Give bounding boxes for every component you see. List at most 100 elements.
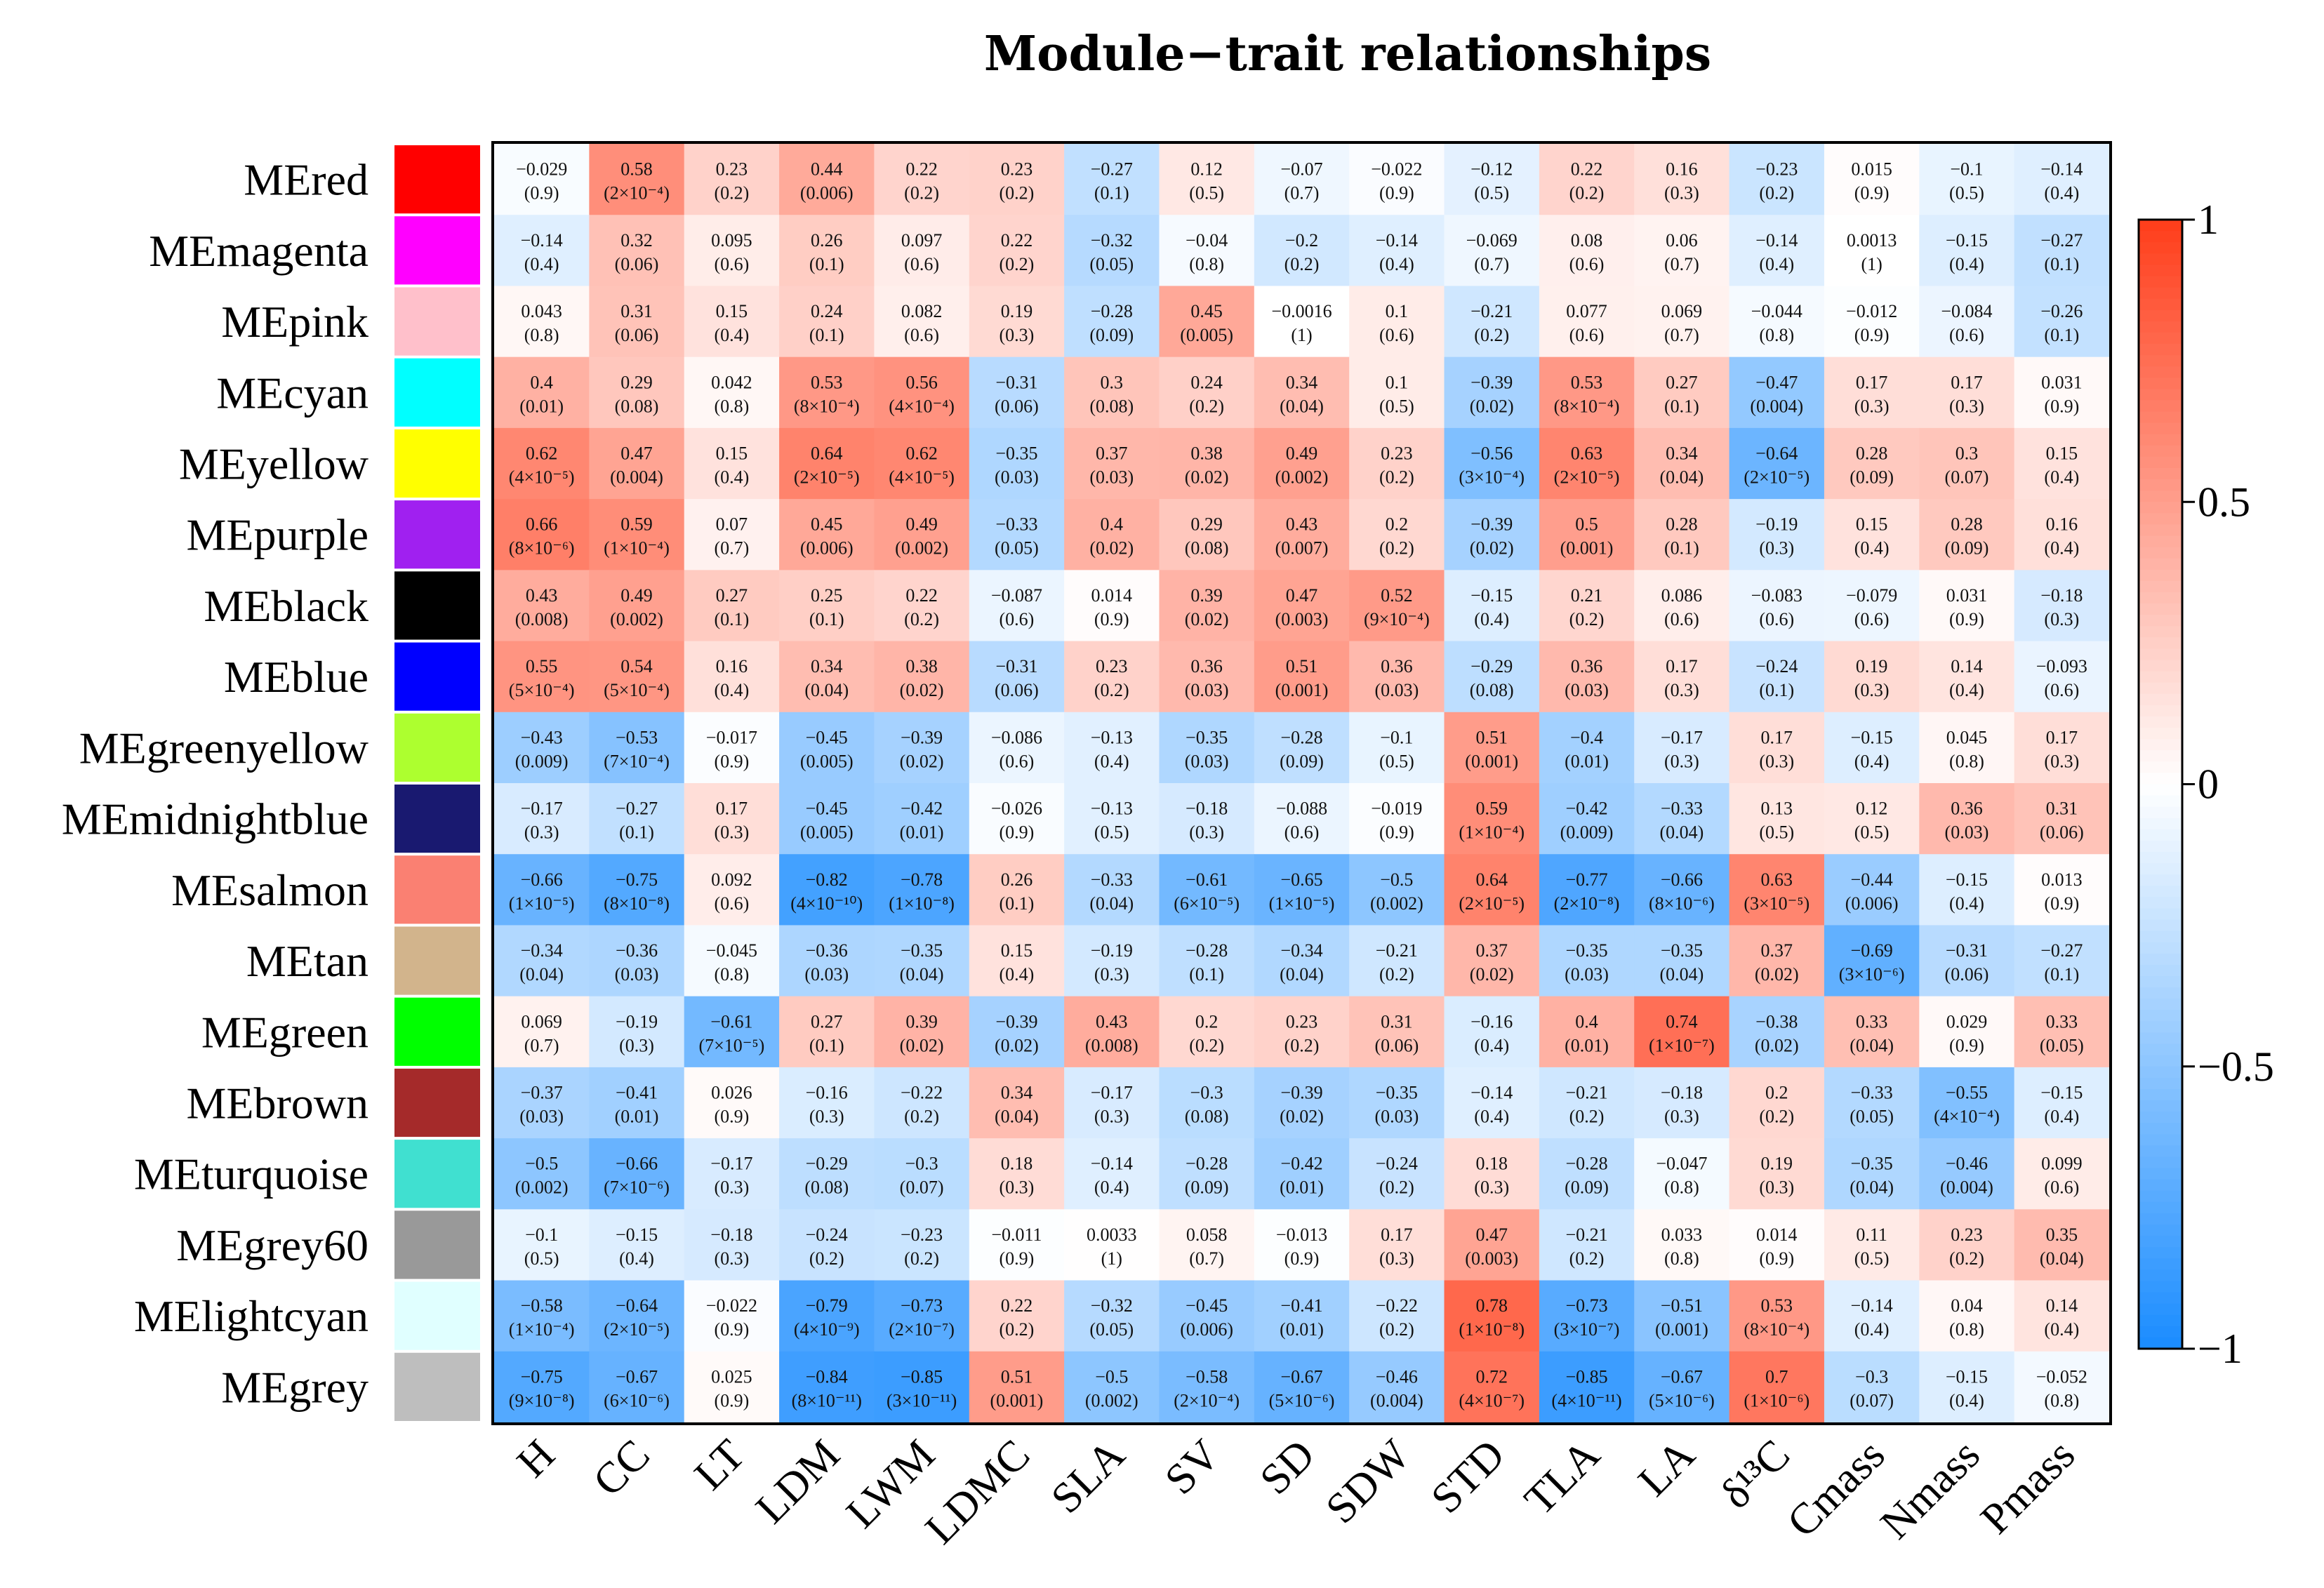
heatmap-cell [1729,215,1825,286]
heatmap-cell [1444,427,1540,500]
heatmap-cell [779,712,875,784]
colorbar-segment [2139,265,2182,277]
cell-correlation-label: −0.66 [1661,869,1703,890]
cell-correlation-label: 0.31 [1381,1011,1413,1032]
cell-pvalue-label: (1×10⁻⁵) [509,893,575,914]
cell-pvalue-label: (0.2) [809,1248,844,1269]
heatmap-cell [2014,286,2110,358]
cell-pvalue-label: (0.3) [1000,1177,1035,1198]
heatmap-cell [684,641,780,713]
heatmap-cell [1919,215,2015,286]
cell-correlation-label: −0.013 [1276,1225,1327,1245]
cell-correlation-label: −0.39 [995,1011,1037,1032]
cell-correlation-label: 0.23 [716,159,748,180]
heatmap-cell [1254,996,1350,1068]
heatmap-cell [1824,925,1920,997]
heatmap-cell [1254,286,1350,358]
cell-pvalue-label: (0.6) [2044,680,2079,700]
cell-correlation-label: −0.64 [616,1295,658,1316]
heatmap-cell [779,1138,875,1210]
heatmap-cell [779,1067,875,1139]
cell-pvalue-label: (0.03) [1185,680,1229,700]
heatmap-cell [1349,427,1445,500]
cell-pvalue-label: (0.8) [714,964,749,985]
cell-correlation-label: −0.51 [1661,1295,1703,1316]
heatmap-cell [684,854,780,926]
heatmap-cell [1729,144,1825,215]
cell-correlation-label: 0.26 [811,230,843,251]
heatmap-cell [1349,996,1445,1068]
cell-pvalue-label: (0.5) [1759,822,1794,843]
cell-correlation-label: 0.36 [1190,656,1223,676]
row-label: MEblue [224,652,368,702]
row-label: MEgrey60 [176,1220,368,1270]
cell-correlation-label: 0.19 [1761,1154,1793,1174]
cell-pvalue-label: (0.7) [1189,1248,1224,1269]
cell-pvalue-label: (0.4) [1854,538,1890,559]
cell-pvalue-label: (3×10⁻⁴) [1459,467,1525,488]
cell-correlation-label: −0.44 [1851,869,1893,890]
cell-correlation-label: 0.3 [1101,372,1124,392]
cell-pvalue-label: (0.2) [904,609,939,629]
cell-correlation-label: −0.23 [901,1225,943,1245]
cell-pvalue-label: (5×10⁻⁶) [1649,1390,1715,1410]
cell-correlation-label: 0.64 [1475,869,1508,890]
cell-correlation-label: −0.24 [1755,656,1798,676]
heatmap-cell [779,925,875,997]
cell-pvalue-label: (0.02) [1280,1107,1324,1127]
cell-correlation-label: −0.75 [521,1366,563,1387]
heatmap-cell [684,427,780,500]
cell-pvalue-label: (0.04) [1280,964,1324,985]
cell-correlation-label: −0.66 [521,869,563,890]
cell-correlation-label: −0.32 [1091,1295,1133,1316]
cell-pvalue-label: (0.02) [1470,396,1514,416]
cell-pvalue-label: (8×10⁻¹¹) [792,1390,862,1410]
cell-pvalue-label: (0.7) [1664,254,1699,274]
cell-correlation-label: 0.53 [1571,372,1603,392]
cell-pvalue-label: (0.08) [1470,680,1514,700]
cell-pvalue-label: (0.9) [714,1107,749,1127]
cell-correlation-label: 0.32 [620,230,653,251]
cell-pvalue-label: (0.4) [2044,1319,2079,1340]
colorbar-segment [2139,976,2182,988]
heatmap-cell [1539,215,1635,286]
heatmap-cell [779,1209,875,1281]
heatmap-cell [1349,144,1445,215]
cell-correlation-label: −0.75 [616,869,658,890]
colorbar-segment [2139,615,2182,627]
colorbar-segment [2139,1258,2182,1270]
heatmap-cell [1444,1280,1540,1352]
cell-correlation-label: 0.47 [1286,585,1318,606]
cell-correlation-label: −0.37 [521,1083,563,1103]
cell-pvalue-label: (0.8) [1759,325,1794,345]
cell-correlation-label: −0.0016 [1271,301,1332,321]
cell-correlation-label: −0.35 [1565,940,1607,961]
cell-correlation-label: −0.1 [1380,727,1413,747]
cell-pvalue-label: (0.2) [1569,183,1605,203]
cell-pvalue-label: (0.01) [615,1107,659,1127]
cell-pvalue-label: (8×10⁻⁶) [1649,893,1715,914]
cell-correlation-label: 0.16 [1666,159,1698,180]
cell-pvalue-label: (0.4) [1094,751,1129,771]
heatmap-cell [1539,783,1635,855]
cell-pvalue-label: (0.2) [1189,396,1224,416]
heatmap-cell [779,996,875,1068]
cell-correlation-label: 0.092 [711,869,752,890]
cell-pvalue-label: (2×10⁻⁵) [604,1319,670,1340]
cell-pvalue-label: (0.4) [1854,1319,1890,1340]
cell-pvalue-label: (0.05) [995,538,1039,559]
cell-pvalue-label: (0.4) [714,467,749,488]
heatmap-cell [1919,712,2015,784]
heatmap-cell [684,1209,780,1281]
heatmap-cell [874,286,970,358]
cell-correlation-label: −0.2 [1285,230,1318,251]
cell-pvalue-label: (0.3) [1000,325,1035,345]
cell-pvalue-label: (1×10⁻⁵) [1269,893,1335,914]
cell-pvalue-label: (0.09) [1280,751,1324,771]
cell-correlation-label: 0.33 [1856,1011,1888,1032]
heatmap-cell [1254,1067,1350,1139]
cell-pvalue-label: (0.6) [1664,609,1699,629]
colorbar-segment [2139,1055,2182,1067]
heatmap-cell [1729,427,1825,500]
